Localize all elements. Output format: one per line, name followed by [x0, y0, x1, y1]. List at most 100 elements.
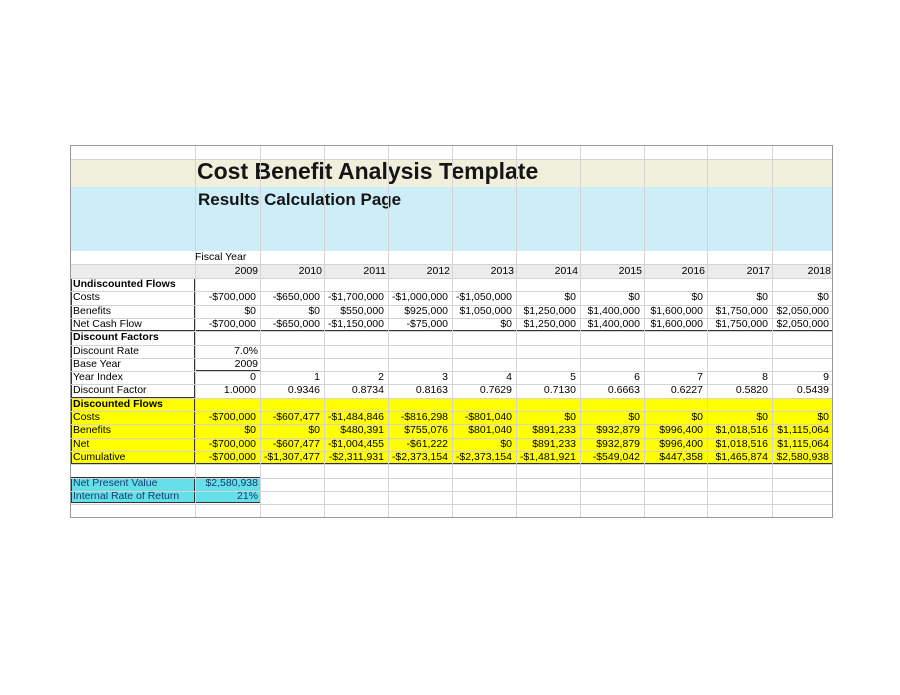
year-index-value: 1	[314, 371, 320, 384]
discounted-value: -$2,373,154	[455, 450, 512, 463]
undiscounted-value: -$75,000	[406, 317, 448, 330]
page-title: Cost Benefit Analysis Template	[197, 158, 539, 184]
discount-factor-value: 0.5820	[735, 384, 768, 397]
discounted-value: -$1,484,846	[327, 411, 384, 423]
factors-header: Discount Factors	[73, 331, 159, 344]
year-index-value: 7	[697, 371, 703, 384]
discounted-value: $932,879	[596, 424, 640, 437]
discounted-value: -$816,298	[400, 411, 448, 423]
year-index-value: 2	[378, 371, 384, 384]
undiscounted-value: $1,750,000	[715, 304, 768, 317]
irr-label: Internal Rate of Return	[73, 489, 180, 502]
undiscounted-value: $0	[756, 291, 768, 304]
undiscounted-value: $0	[628, 291, 640, 304]
year-index-value: 6	[634, 371, 640, 384]
row-label: Net	[73, 437, 90, 450]
year-index-value: 8	[762, 371, 768, 384]
irr-value: 21%	[236, 489, 258, 502]
discounted-value: -$700,000	[208, 411, 256, 423]
discounted-value: $1,018,516	[715, 437, 768, 450]
discounted-value: $0	[244, 424, 256, 437]
discounted-value: -$607,477	[272, 411, 320, 423]
undiscounted-value: -$700,000	[208, 317, 256, 330]
undiscounted-value: $2,050,000	[776, 304, 829, 317]
base-year-value: 2009	[234, 357, 258, 370]
discounted-value: -$700,000	[208, 450, 256, 463]
discounted-value: $0	[564, 411, 576, 423]
discounted-value: $0	[308, 424, 320, 437]
discounted-value: $891,233	[532, 437, 576, 450]
undiscounted-value: $0	[308, 304, 320, 317]
discounted-highlight	[71, 397, 832, 465]
discounted-value: -$549,042	[592, 450, 640, 463]
undiscounted-value: -$1,000,000	[391, 291, 448, 304]
discounted-value: -$801,040	[464, 411, 512, 423]
undiscounted-value: -$700,000	[208, 291, 256, 304]
discounted-value: -$607,477	[272, 437, 320, 450]
discount-factor-value: 0.9346	[287, 384, 320, 397]
page-subtitle: Results Calculation Page	[198, 190, 402, 209]
undiscounted-value: $0	[500, 317, 512, 330]
discount-factor-value: 0.7130	[543, 384, 576, 397]
undiscounted-value: $0	[691, 291, 703, 304]
subtitle-band	[71, 187, 832, 251]
discount-factor-value: 0.6227	[670, 384, 703, 397]
discounted-value: -$2,311,931	[328, 450, 384, 463]
undiscounted-value: $1,600,000	[650, 304, 703, 317]
undiscounted-value: $1,600,000	[650, 317, 703, 330]
discounted-value: $932,879	[596, 437, 640, 450]
row-label: Costs	[73, 291, 100, 304]
year-header-cell: 2013	[490, 265, 514, 277]
discounted-value: $0	[628, 411, 640, 423]
undiscounted-value: $1,050,000	[459, 304, 512, 317]
undiscounted-value: $1,400,000	[587, 317, 640, 330]
row-label: Benefits	[73, 304, 111, 317]
discounted-value: -$1,004,455	[327, 437, 384, 450]
year-header-cell: 2014	[554, 265, 578, 277]
row-label: Costs	[73, 411, 100, 423]
discount-factor-value: 0.8734	[351, 384, 384, 397]
undiscounted-value: $0	[244, 304, 256, 317]
discounted-value: $0	[500, 437, 512, 450]
discounted-value: -$61,222	[406, 437, 448, 450]
title-band	[71, 159, 832, 187]
undiscounted-value: $1,400,000	[587, 304, 640, 317]
discounted-header: Discounted Flows	[73, 397, 163, 410]
discounted-value: $801,040	[468, 424, 512, 437]
discounted-value: -$700,000	[208, 437, 256, 450]
year-index-value: 0	[250, 371, 256, 384]
fiscal-year-label: Fiscal Year	[195, 251, 247, 263]
discounted-value: $2,580,938	[776, 450, 829, 463]
undiscounted-value: -$650,000	[272, 291, 320, 304]
spreadsheet[interactable]: Cost Benefit Analysis Template Results C…	[70, 145, 833, 518]
discounted-value: -$1,307,477	[263, 450, 320, 463]
undiscounted-value: $1,250,000	[523, 317, 576, 330]
discount-factor-value: 0.8163	[415, 384, 448, 397]
undiscounted-value: -$1,150,000	[327, 317, 384, 330]
years-header-row	[71, 264, 832, 278]
discount-factor-value: 0.5439	[796, 384, 829, 397]
npv-label-box	[71, 476, 195, 504]
year-header-cell: 2018	[807, 265, 831, 277]
discounted-value: -$1,481,921	[519, 450, 576, 463]
discounted-value: $996,400	[659, 424, 703, 437]
year-index-label: Year Index	[73, 371, 123, 384]
discounted-value: $0	[817, 411, 829, 423]
discounted-value: $891,233	[532, 424, 576, 437]
discounted-value: $0	[691, 411, 703, 423]
discounted-value: $0	[756, 411, 768, 423]
row-label: Benefits	[73, 424, 111, 437]
discounted-value: $480,391	[340, 424, 384, 437]
undiscounted-value: $2,050,000	[776, 317, 829, 330]
discount-factor-value: 0.7629	[479, 384, 512, 397]
discount-rate-label: Discount Rate	[73, 344, 139, 357]
year-header-cell: 2017	[746, 265, 770, 277]
npv-value: $2,580,938	[205, 476, 258, 489]
row-label: Net Cash Flow	[73, 317, 142, 330]
undiscounted-header: Undiscounted Flows	[73, 278, 176, 290]
discount-factor-value: 0.6663	[607, 384, 640, 397]
discounted-value: $1,018,516	[715, 424, 768, 437]
base-year-label: Base Year	[73, 357, 121, 370]
undiscounted-value: $550,000	[340, 304, 384, 317]
discounted-value: $1,115,064	[777, 437, 829, 450]
